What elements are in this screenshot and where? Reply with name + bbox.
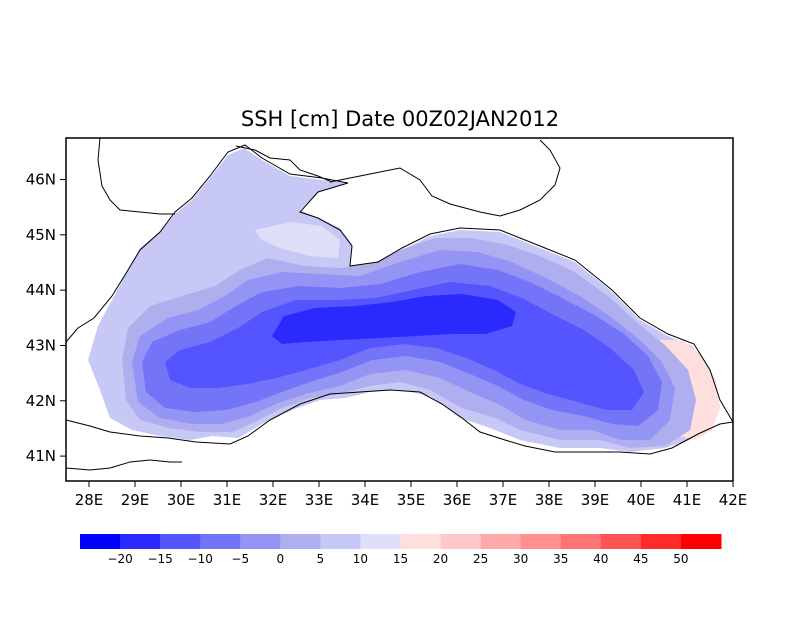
coastline-south [65, 389, 734, 455]
coastline-bosporus [65, 459, 182, 471]
lat-tick-label: 44N [26, 281, 56, 299]
colorbar-label: 5 [317, 552, 325, 566]
lon-tick-label: 41E [673, 491, 702, 509]
lat-tick-label: 41N [26, 447, 56, 465]
colorbar-swatch [120, 534, 161, 549]
lon-tick-label: 33E [305, 491, 334, 509]
lon-tick-label: 29E [121, 491, 150, 509]
colorbar-swatch [520, 534, 562, 549]
coastline-main [65, 144, 734, 423]
lat-tick-label: 46N [26, 170, 56, 188]
colorbar-label: 50 [673, 552, 688, 566]
colorbar-label: 30 [513, 552, 528, 566]
ssh-contour-band-minus15-minus10 [165, 282, 644, 410]
colorbar-labels: −20 −15 −10 −5 0 5 10 15 20 25 30 35 40 45 50 [107, 552, 688, 566]
lon-tick-label: 39E [581, 491, 610, 509]
lon-tick-label: 36E [443, 491, 472, 509]
colorbar-label: −15 [147, 552, 172, 566]
colorbar-swatch [80, 534, 121, 549]
colorbar-label: −10 [188, 552, 213, 566]
colorbar-swatch [640, 534, 682, 549]
lon-tick-label: 37E [489, 491, 518, 509]
lat-tick-label: 42N [26, 392, 56, 410]
coastline-crimea-north [235, 145, 333, 183]
lon-tick-label: 34E [351, 491, 380, 509]
lat-tick-label: 43N [26, 336, 56, 354]
lon-tick-label: 42E [719, 491, 748, 509]
colorbar-swatch [160, 534, 201, 549]
coastline [65, 137, 734, 471]
colorbar-label: 35 [553, 552, 568, 566]
coastline-azov-sea [329, 139, 561, 217]
colorbar [80, 534, 722, 549]
map-frame [65, 137, 734, 482]
colorbar-swatch [400, 534, 442, 549]
ssh-contour-band-15-20 [655, 340, 720, 440]
ssh-contour-band-minus20-minus15 [272, 294, 516, 344]
colorbar-swatch [320, 534, 361, 549]
lon-tick-label: 35E [397, 491, 426, 509]
longitude-tick-labels: 28E 29E 30E 31E 32E 33E 34E 35E 36E 37E 38E 39E 40E 4… [75, 481, 748, 509]
lat-tick-label: 45N [26, 226, 56, 244]
colorbar-label: −20 [107, 552, 132, 566]
colorbar-label: 20 [433, 552, 448, 566]
sea-surface-height-field [88, 148, 720, 452]
colorbar-swatch [560, 534, 602, 549]
colorbar-label: 0 [276, 552, 284, 566]
colorbar-swatch [280, 534, 321, 549]
colorbar-swatch [480, 534, 522, 549]
lon-tick-label: 40E [627, 491, 656, 509]
colorbar-label: 40 [593, 552, 608, 566]
colorbar-swatch [360, 534, 401, 549]
lon-tick-label: 30E [167, 491, 196, 509]
latitude-tick-labels: 41N 42N 43N 44N 45N 46N [26, 170, 66, 465]
ssh-contour-band-10-15 [255, 222, 340, 258]
lon-tick-label: 28E [75, 491, 104, 509]
colorbar-label: 15 [393, 552, 408, 566]
colorbar-label: 25 [473, 552, 488, 566]
map-title: SSH [cm] Date 00Z02JAN2012 [241, 107, 559, 131]
colorbar-swatch [600, 534, 642, 549]
colorbar-swatch [440, 534, 482, 549]
colorbar-swatch [680, 534, 722, 549]
colorbar-label: 45 [633, 552, 648, 566]
colorbar-swatch [240, 534, 281, 549]
lon-tick-label: 32E [259, 491, 288, 509]
colorbar-label: 10 [353, 552, 368, 566]
coastline-northwest [97, 137, 175, 215]
colorbar-swatch [200, 534, 241, 549]
lon-tick-label: 38E [535, 491, 564, 509]
lon-tick-label: 31E [213, 491, 242, 509]
colorbar-label: −5 [231, 552, 249, 566]
